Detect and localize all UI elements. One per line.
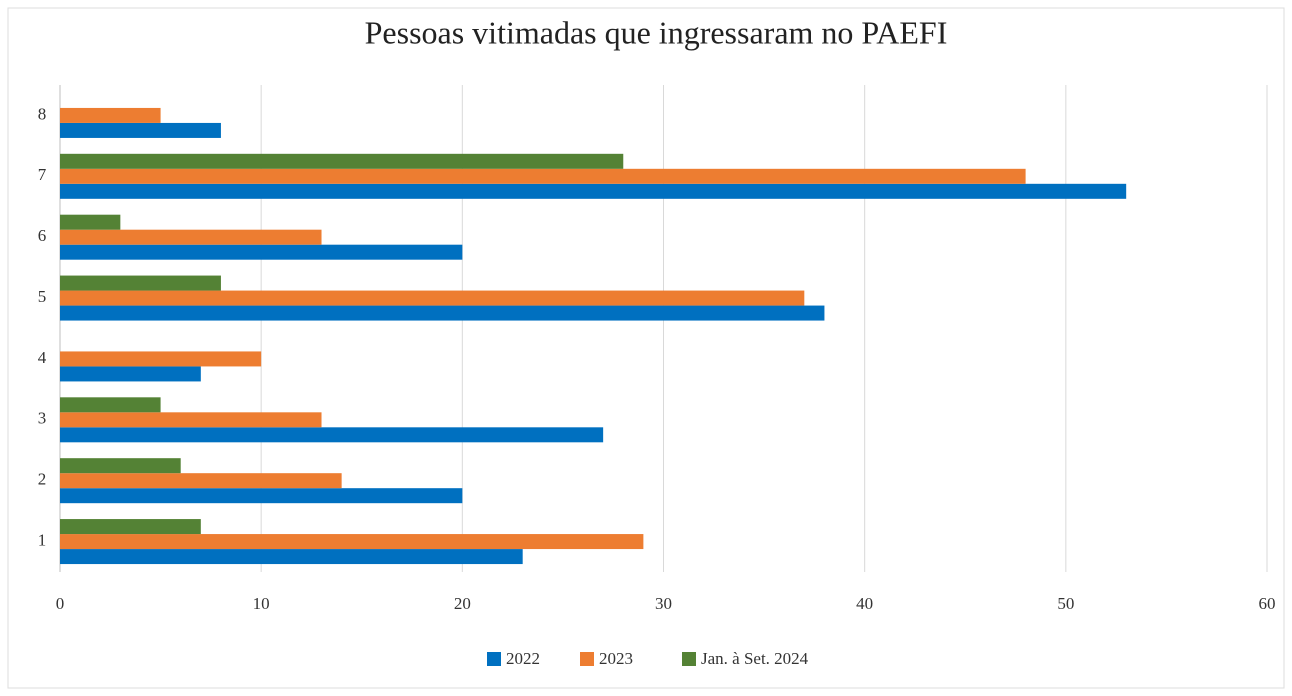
bar <box>60 290 805 306</box>
bar <box>60 351 262 367</box>
legend-label: Jan. à Set. 2024 <box>701 649 809 668</box>
legend-label: 2022 <box>506 649 540 668</box>
bar <box>60 122 221 138</box>
x-tick-label: 30 <box>655 594 672 613</box>
x-tick-label: 20 <box>454 594 471 613</box>
y-tick-label: 4 <box>38 348 47 367</box>
chart-title: Pessoas vitimadas que ingressaram no PAE… <box>365 14 948 50</box>
legend-swatch <box>580 652 594 666</box>
bar <box>60 488 463 504</box>
y-tick-label: 3 <box>38 409 47 428</box>
y-tick-label: 8 <box>38 104 47 123</box>
y-tick-label: 7 <box>38 165 47 184</box>
bar <box>60 214 121 230</box>
x-tick-label: 0 <box>56 594 65 613</box>
y-tick-label: 6 <box>38 226 47 245</box>
x-tick-label: 40 <box>856 594 873 613</box>
bar <box>60 427 604 443</box>
bar <box>60 183 1127 199</box>
bar <box>60 519 201 535</box>
bar <box>60 412 322 428</box>
bar <box>60 244 463 260</box>
bar <box>60 366 201 382</box>
bar <box>60 153 624 169</box>
bar <box>60 549 523 565</box>
bar <box>60 229 322 245</box>
x-tick-label: 10 <box>253 594 270 613</box>
bar <box>60 534 644 550</box>
legend-label: 2023 <box>599 649 633 668</box>
x-tick-label: 50 <box>1057 594 1074 613</box>
bar <box>60 168 1026 184</box>
bar <box>60 473 342 489</box>
bar <box>60 397 161 413</box>
y-tick-label: 5 <box>38 287 47 306</box>
y-tick-label: 1 <box>38 530 47 549</box>
bar <box>60 275 221 291</box>
x-tick-label: 60 <box>1259 594 1276 613</box>
legend-swatch <box>487 652 501 666</box>
chart-border <box>7 7 1285 689</box>
bar <box>60 458 181 474</box>
legend-swatch <box>682 652 696 666</box>
bar <box>60 107 161 123</box>
bar <box>60 305 825 321</box>
y-tick-label: 2 <box>38 470 47 489</box>
